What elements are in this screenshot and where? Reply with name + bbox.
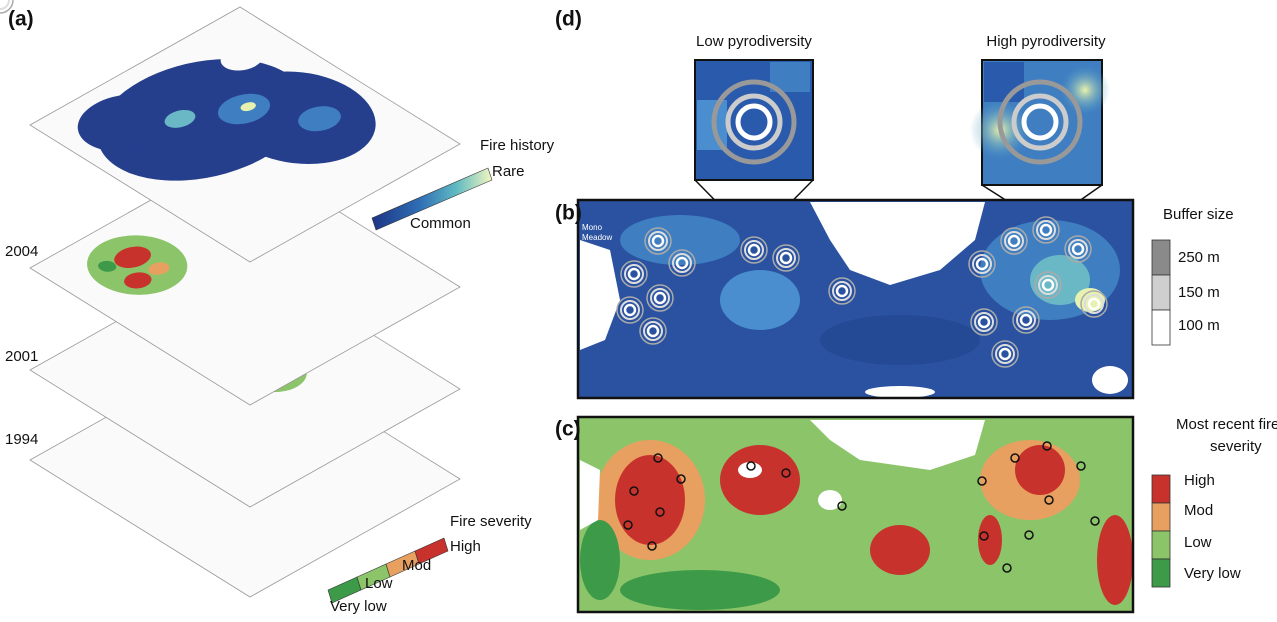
- layer-fire-history: [30, 7, 460, 262]
- legend-label: Rare: [492, 163, 525, 180]
- severity-map: [576, 415, 1135, 614]
- inset-title: Low pyrodiversity: [696, 33, 812, 50]
- layer-2004: [30, 150, 460, 405]
- place-label: Mono: [582, 223, 603, 232]
- year-label: 1994: [5, 431, 38, 448]
- legend-label: Mod: [1184, 502, 1213, 519]
- panel-label: (c): [555, 418, 581, 441]
- place-label: Meadow: [582, 233, 612, 242]
- buffer-legend: [1151, 239, 1171, 346]
- legend-title: Buffer size: [1163, 206, 1234, 223]
- legend-title: severity: [1210, 438, 1262, 455]
- panel-label: (a): [8, 8, 34, 31]
- panel-label: (b): [555, 202, 582, 225]
- legend-label: 150 m: [1178, 284, 1220, 301]
- legend-label: Low: [1184, 534, 1212, 551]
- legend-title: Most recent fire: [1176, 416, 1277, 433]
- legend-title: Fire history: [480, 137, 555, 154]
- severity-legend: [1151, 474, 1171, 588]
- legend-label: 250 m: [1178, 249, 1220, 266]
- panel-label: (d): [555, 8, 582, 31]
- year-label: 2001: [5, 348, 38, 365]
- fire-history-colorbar: [371, 167, 493, 231]
- year-label: 2004: [5, 243, 38, 260]
- inset-high: [970, 59, 1110, 186]
- legend-label: Common: [410, 215, 471, 232]
- fire-severity-colorbar: [327, 537, 449, 604]
- legend-title: Fire severity: [450, 513, 532, 530]
- legend-label: Low: [365, 575, 393, 592]
- legend-label: High: [1184, 472, 1215, 489]
- legend-label: 100 m: [1178, 317, 1220, 334]
- inset-title: High pyrodiversity: [986, 33, 1106, 50]
- inset-low: [694, 59, 814, 181]
- legend-label: Mod: [402, 557, 431, 574]
- legend-label: Very low: [1184, 565, 1241, 582]
- legend-label: Very low: [330, 598, 387, 615]
- plot-points: [623, 441, 1100, 573]
- legend-label: High: [450, 538, 481, 555]
